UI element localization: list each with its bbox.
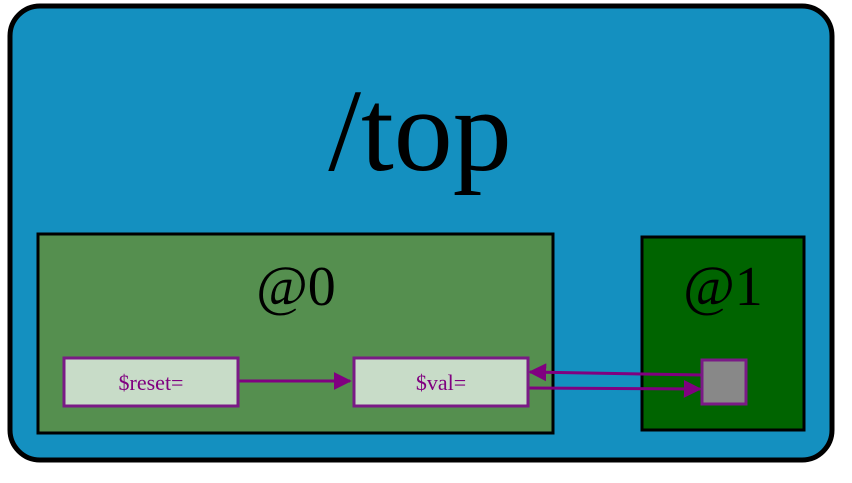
cluster-0-title: @0	[256, 256, 336, 318]
node-reset-label: $reset=	[119, 370, 184, 395]
port-square[interactable]	[700, 358, 748, 406]
cluster-top-title: /top	[328, 65, 512, 196]
port-node[interactable]	[700, 358, 748, 406]
node-val-label: $val=	[416, 370, 466, 395]
node-reset[interactable]: $reset=	[62, 356, 240, 408]
cluster-1: @1	[640, 235, 806, 432]
cluster-1-title: @1	[683, 256, 763, 318]
node-val[interactable]: $val=	[352, 356, 530, 408]
cluster-1-box	[640, 235, 806, 432]
node-reset-box[interactable]	[62, 356, 240, 408]
edge-val-to-port	[527, 379, 702, 398]
node-val-box[interactable]	[352, 356, 530, 408]
edge-port-to-val	[528, 363, 703, 382]
edges	[238, 363, 703, 398]
